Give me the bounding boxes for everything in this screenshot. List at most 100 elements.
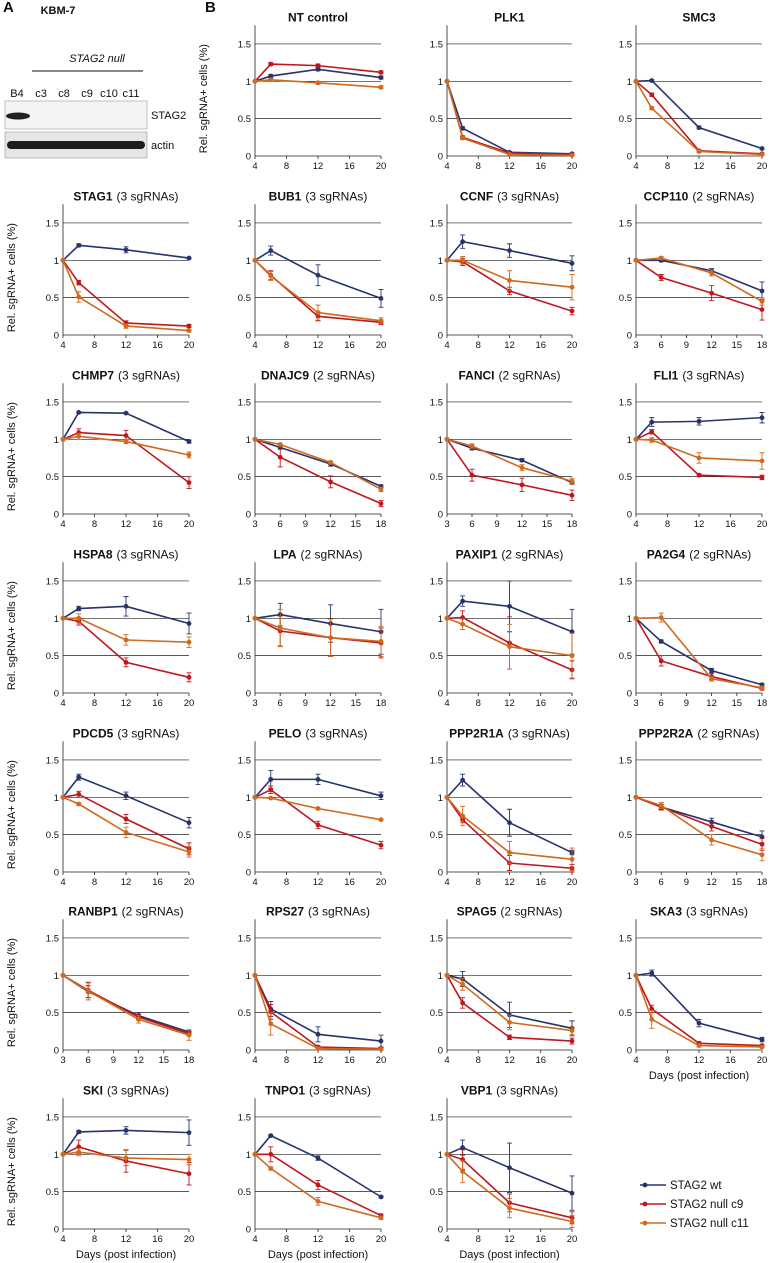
data-point: [123, 433, 129, 438]
lane-label: c11: [123, 88, 140, 100]
y-tick-label: 0: [438, 1225, 443, 1236]
x-tick-label: 4: [252, 877, 257, 888]
y-tick-label: 1: [627, 971, 632, 982]
chart-title: FLI1 (3 sgRNAs): [654, 368, 745, 382]
chart: 0 0.5 1 1.5 4 8 12 16 20 NT control Rel. sgRNA+ ce…: [198, 10, 386, 172]
x-axis-label: Days (post infection): [76, 1249, 176, 1261]
x-tick-label: 16: [344, 161, 355, 172]
y-tick-label: 0: [438, 1046, 443, 1057]
data-point: [633, 436, 639, 442]
series-line: [254, 68, 382, 83]
data-point: [507, 820, 512, 826]
x-tick-label: 16: [725, 161, 736, 172]
data-point: [569, 1190, 575, 1196]
x-axis-label: Days (post infection): [459, 1249, 559, 1261]
series-line: [446, 81, 573, 155]
data-point: [658, 658, 664, 664]
y-axis-label: Rel. sgRNA+ cells (%): [6, 760, 18, 869]
x-tick-label: 15: [732, 877, 743, 888]
y-tick-label: 0.5: [430, 293, 443, 304]
chart: 0 0.5 1 1.5 4 8 12 16 20 TNPO1 (3 sgRNAs) Days (pos…: [238, 1083, 387, 1261]
chart-title: CHMP7 (3 sgRNAs): [72, 368, 180, 382]
series-line: [254, 438, 382, 491]
y-tick-label: 0.5: [46, 830, 59, 841]
x-tick-label: 8: [92, 698, 97, 709]
data-point: [123, 637, 129, 643]
y-tick-label: 1: [438, 435, 443, 446]
chart-subtitle: (2 sgRNAs): [697, 726, 759, 740]
y-tick-label: 1.5: [430, 576, 443, 587]
data-point: [569, 856, 575, 862]
y-tick-label: 0.5: [46, 651, 59, 662]
data-point: [315, 1046, 321, 1051]
data-point: [460, 257, 466, 263]
data-point: [649, 429, 655, 435]
series-line: [446, 974, 573, 1042]
x-tick-label: 12: [694, 519, 705, 530]
blot-group-label: STAG2 null: [69, 53, 125, 65]
data-point: [123, 410, 129, 416]
chart-title: NT control: [288, 10, 348, 24]
blot-title: KBM-7: [41, 5, 76, 17]
data-point: [315, 80, 321, 86]
chart-subtitle: (3 sgRNAs): [682, 368, 744, 382]
data-point: [60, 436, 66, 442]
chart-title-gene: PLK1: [494, 10, 525, 24]
legend-label: STAG2 null c9: [670, 1199, 743, 1211]
chart-subtitle: (2 sgRNAs): [500, 904, 562, 918]
data-point: [519, 465, 525, 471]
series-line: [635, 616, 763, 689]
x-tick-label: 12: [517, 519, 528, 530]
x-tick-label: 8: [476, 161, 481, 172]
y-axis-label: Rel. sgRNA+ cells (%): [6, 581, 18, 690]
blot-band: [7, 141, 145, 149]
data-point: [649, 105, 655, 111]
x-tick-label: 8: [665, 161, 670, 172]
data-point: [696, 125, 702, 131]
data-point: [519, 457, 525, 463]
series-line: [635, 617, 763, 686]
series-line: [635, 972, 763, 1041]
series-line: [62, 244, 190, 261]
y-tick-label: 0.5: [619, 1008, 632, 1019]
y-tick-label: 0.5: [238, 472, 251, 483]
chart-title-gene: CCP110: [644, 189, 689, 203]
y-tick-label: 1.5: [238, 576, 251, 587]
data-point: [268, 273, 274, 279]
data-point: [633, 615, 639, 621]
x-tick-label: 3: [633, 340, 638, 351]
x-tick-label: 12: [706, 877, 717, 888]
y-tick-label: 1: [246, 77, 251, 88]
x-tick-label: 16: [535, 161, 546, 172]
x-tick-label: 16: [535, 877, 546, 888]
x-tick-label: 6: [86, 1055, 91, 1066]
chart-title: VBP1 (3 sgRNAs): [461, 1083, 558, 1097]
chart-subtitle: (2 sgRNAs): [122, 904, 184, 918]
lane-label: c10: [100, 88, 118, 100]
chart: 0 0.5 1 1.5 4 8 12 16 20 CCNF (3 sgRNAs): [430, 189, 578, 351]
data-point: [252, 257, 258, 263]
chart-title-gene: CCNF: [460, 189, 493, 203]
data-point: [469, 472, 475, 478]
series-line: [446, 1153, 573, 1219]
y-axis-label: Rel. sgRNA+ cells (%): [198, 44, 210, 153]
data-point: [696, 472, 702, 478]
y-tick-label: 0: [54, 1046, 59, 1057]
y-tick-label: 1: [246, 256, 251, 267]
data-point: [186, 1130, 192, 1136]
data-point: [76, 1129, 82, 1135]
data-point: [76, 615, 82, 621]
series-line: [635, 416, 763, 440]
x-tick-label: 18: [376, 698, 387, 709]
legend-swatch-dot: [642, 1182, 648, 1188]
x-tick-label: 3: [444, 519, 449, 530]
y-tick-label: 1: [438, 793, 443, 804]
y-tick-label: 0.5: [238, 293, 251, 304]
y-tick-label: 0.5: [238, 1008, 251, 1019]
x-tick-label: 16: [344, 1234, 355, 1245]
series-line: [446, 81, 573, 157]
chart-title-gene: HSPA8: [73, 547, 112, 561]
data-point: [709, 676, 714, 682]
series-line: [636, 259, 763, 292]
y-tick-label: 1.5: [430, 1112, 443, 1123]
